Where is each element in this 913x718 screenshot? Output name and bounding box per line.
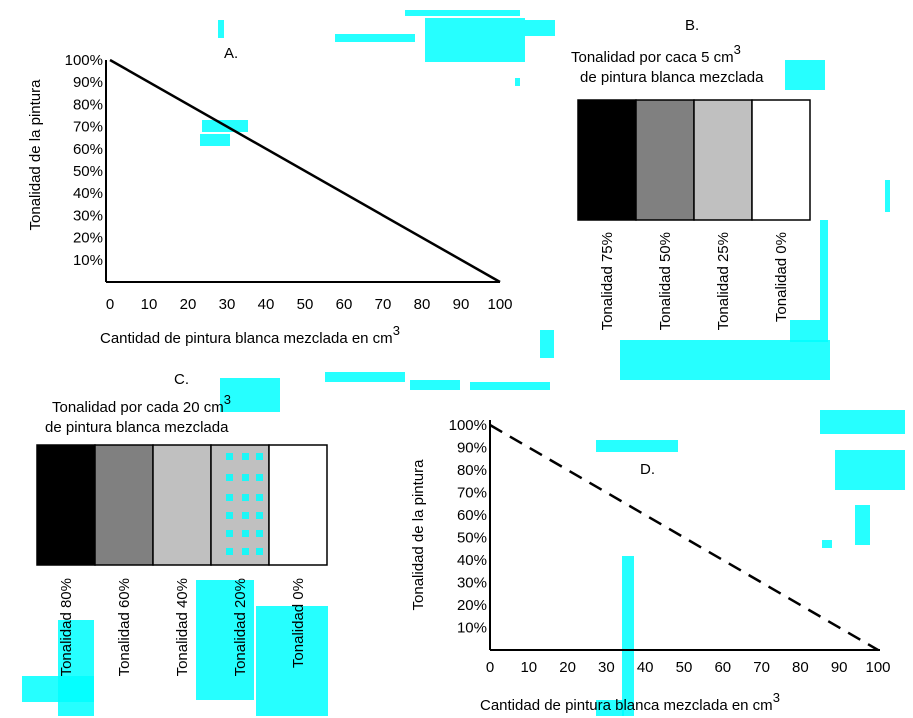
shade-label: Tonalidad 0% bbox=[290, 578, 307, 668]
panel-b-labels: Tonalidad 75% Tonalidad 50% Tonalidad 25% T… bbox=[599, 232, 790, 330]
panel-b-title-line2: de pintura blanca mezclada bbox=[580, 69, 764, 86]
panel-d-y-tick-labels: 100% 90% 80% 70% 60% 50% 40% 30% 20% 10% bbox=[449, 417, 487, 637]
panel-d-x-tick-labels: 0 10 20 30 40 50 60 70 80 90 100 bbox=[486, 659, 891, 676]
shade-label: Tonalidad 80% bbox=[58, 578, 75, 676]
artifact-layer bbox=[22, 10, 905, 716]
panel-d-letter: D. bbox=[640, 461, 655, 478]
shade-label: Tonalidad 60% bbox=[116, 578, 133, 676]
x-tick-label: 70 bbox=[375, 296, 392, 313]
x-tick-label: 50 bbox=[676, 659, 693, 676]
x-tick-label: 30 bbox=[598, 659, 615, 676]
y-tick-label: 40% bbox=[73, 185, 103, 202]
shade-swatch bbox=[577, 99, 637, 221]
y-tick-label: 20% bbox=[73, 230, 103, 247]
x-tick-label: 0 bbox=[106, 296, 114, 313]
shade-label: Tonalidad 75% bbox=[599, 232, 616, 330]
y-tick-label: 70% bbox=[73, 119, 103, 136]
panel-d: D. Tonalidad de la pintura 100% 90% 80% 70%… bbox=[410, 417, 891, 714]
x-tick-label: 10 bbox=[141, 296, 158, 313]
shade-swatch bbox=[210, 444, 270, 566]
y-tick-label: 90% bbox=[457, 440, 487, 457]
shade-swatch bbox=[751, 99, 811, 221]
y-tick-label: 40% bbox=[457, 552, 487, 569]
x-tick-label: 70 bbox=[753, 659, 770, 676]
x-tick-label: 80 bbox=[792, 659, 809, 676]
panel-d-data-line bbox=[489, 423, 879, 652]
panel-b: B. Tonalidad por caca 5 cm3 de pintura b… bbox=[571, 17, 811, 330]
x-tick-label: 60 bbox=[336, 296, 353, 313]
shade-label: Tonalidad 25% bbox=[715, 232, 732, 330]
shade-label: Tonalidad 40% bbox=[174, 578, 191, 676]
x-tick-label: 90 bbox=[453, 296, 470, 313]
panel-b-letter: B. bbox=[685, 17, 699, 34]
panel-c-labels: Tonalidad 80% Tonalidad 60% Tonalidad 40% T… bbox=[58, 578, 307, 676]
y-tick-label: 70% bbox=[457, 485, 487, 502]
x-tick-label: 100 bbox=[865, 659, 890, 676]
panel-c-artifact-dots bbox=[226, 453, 263, 555]
y-tick-label: 30% bbox=[457, 575, 487, 592]
panel-b-title-line1: Tonalidad por caca 5 cm3 bbox=[571, 42, 741, 66]
y-tick-label: 80% bbox=[73, 96, 103, 113]
y-tick-label: 100% bbox=[449, 417, 487, 434]
x-tick-label: 20 bbox=[180, 296, 197, 313]
x-tick-label: 40 bbox=[258, 296, 275, 313]
panel-c-title-line1: Tonalidad por cada 20 cm3 bbox=[52, 392, 231, 416]
x-tick-label: 80 bbox=[414, 296, 431, 313]
y-tick-label: 30% bbox=[73, 207, 103, 224]
panel-d-x-axis-label: Cantidad de pintura blanca mezclada en c… bbox=[480, 690, 780, 714]
x-tick-label: 10 bbox=[520, 659, 537, 676]
shade-swatch bbox=[635, 99, 695, 221]
y-tick-label: 80% bbox=[457, 462, 487, 479]
x-tick-label: 100 bbox=[487, 296, 512, 313]
shade-swatch bbox=[36, 444, 96, 566]
y-tick-label: 60% bbox=[73, 141, 103, 158]
y-tick-label: 60% bbox=[457, 507, 487, 524]
panel-d-y-axis-label: Tonalidad de la pintura bbox=[410, 459, 427, 611]
shade-swatch bbox=[152, 444, 212, 566]
y-tick-label: 100% bbox=[65, 52, 103, 69]
x-tick-label: 40 bbox=[637, 659, 654, 676]
shade-swatch bbox=[268, 444, 328, 566]
panel-a-x-tick-labels: 0 10 20 30 40 50 60 70 80 90 100 bbox=[106, 296, 513, 313]
shade-label: Tonalidad 50% bbox=[657, 232, 674, 330]
shade-swatch bbox=[94, 444, 154, 566]
y-tick-label: 10% bbox=[73, 252, 103, 269]
panel-c-swatches bbox=[36, 444, 328, 566]
panel-a-y-tick-labels: 100% 90% 80% 70% 60% 50% 40% 30% 20% 10% bbox=[65, 52, 103, 269]
y-tick-label: 50% bbox=[73, 163, 103, 180]
x-tick-label: 60 bbox=[714, 659, 731, 676]
panel-c-title-line2: de pintura blanca mezclada bbox=[45, 419, 229, 436]
y-tick-label: 20% bbox=[457, 597, 487, 614]
panel-a: A. Tonalidad de la pintura 100% 90% 80% 70%… bbox=[27, 45, 513, 347]
y-tick-label: 10% bbox=[457, 620, 487, 637]
x-tick-label: 0 bbox=[486, 659, 494, 676]
panel-b-swatches bbox=[577, 99, 811, 221]
x-tick-label: 30 bbox=[219, 296, 236, 313]
y-tick-label: 50% bbox=[457, 530, 487, 547]
shade-swatch bbox=[693, 99, 753, 221]
x-tick-label: 20 bbox=[559, 659, 576, 676]
panel-a-data-line bbox=[109, 58, 501, 284]
panel-a-letter: A. bbox=[224, 45, 238, 62]
x-tick-label: 50 bbox=[297, 296, 314, 313]
y-tick-label: 90% bbox=[73, 74, 103, 91]
shade-label: Tonalidad 20% bbox=[232, 578, 249, 676]
x-tick-label: 90 bbox=[831, 659, 848, 676]
panel-c-letter: C. bbox=[174, 371, 189, 388]
panel-a-y-axis-label: Tonalidad de la pintura bbox=[27, 79, 44, 231]
shade-label: Tonalidad 0% bbox=[773, 232, 790, 322]
panel-c: C. Tonalidad por cada 20 cm3 de pintura … bbox=[36, 371, 328, 676]
panel-a-x-axis-label: Cantidad de pintura blanca mezclada en c… bbox=[100, 323, 400, 347]
